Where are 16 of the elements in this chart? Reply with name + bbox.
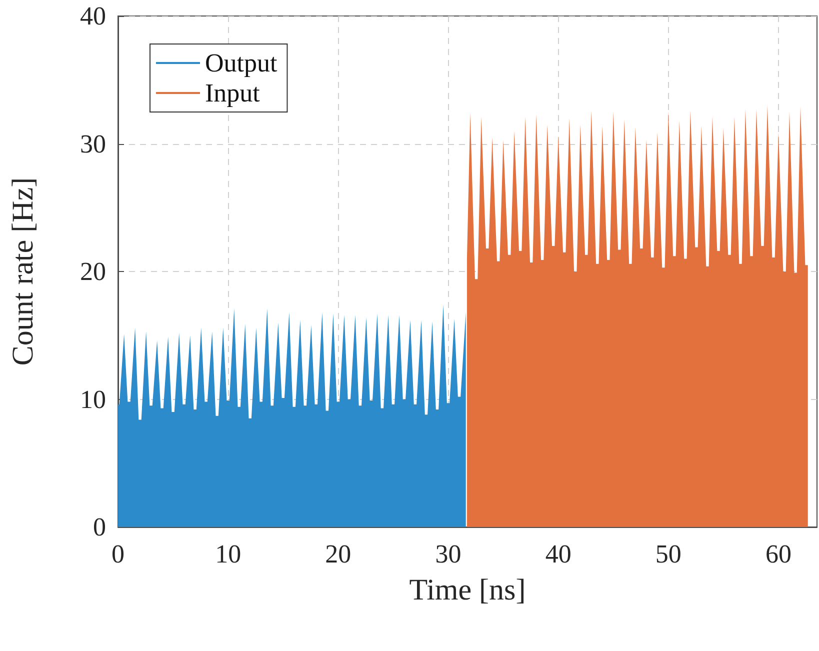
- x-tick-label: 30: [435, 540, 462, 568]
- y-tick-label: 10: [80, 384, 106, 414]
- x-tick-label: 20: [325, 540, 352, 568]
- legend-label: Input: [205, 78, 261, 108]
- x-tick-label: 50: [655, 540, 682, 568]
- x-tick-label: 10: [215, 540, 242, 568]
- y-tick-label: 30: [80, 129, 106, 158]
- legend-label: Output: [205, 48, 278, 78]
- y-axis-title: Count rate [Hz]: [6, 177, 40, 366]
- y-tick-label: 20: [80, 257, 106, 286]
- x-tick-label: 40: [545, 540, 572, 568]
- x-tick-label: 0: [112, 540, 124, 568]
- y-tick-label: 40: [80, 2, 106, 30]
- y-tick-label: 0: [93, 512, 106, 542]
- x-axis-title: Time [ns]: [409, 574, 526, 606]
- x-tick-label: 60: [765, 540, 792, 568]
